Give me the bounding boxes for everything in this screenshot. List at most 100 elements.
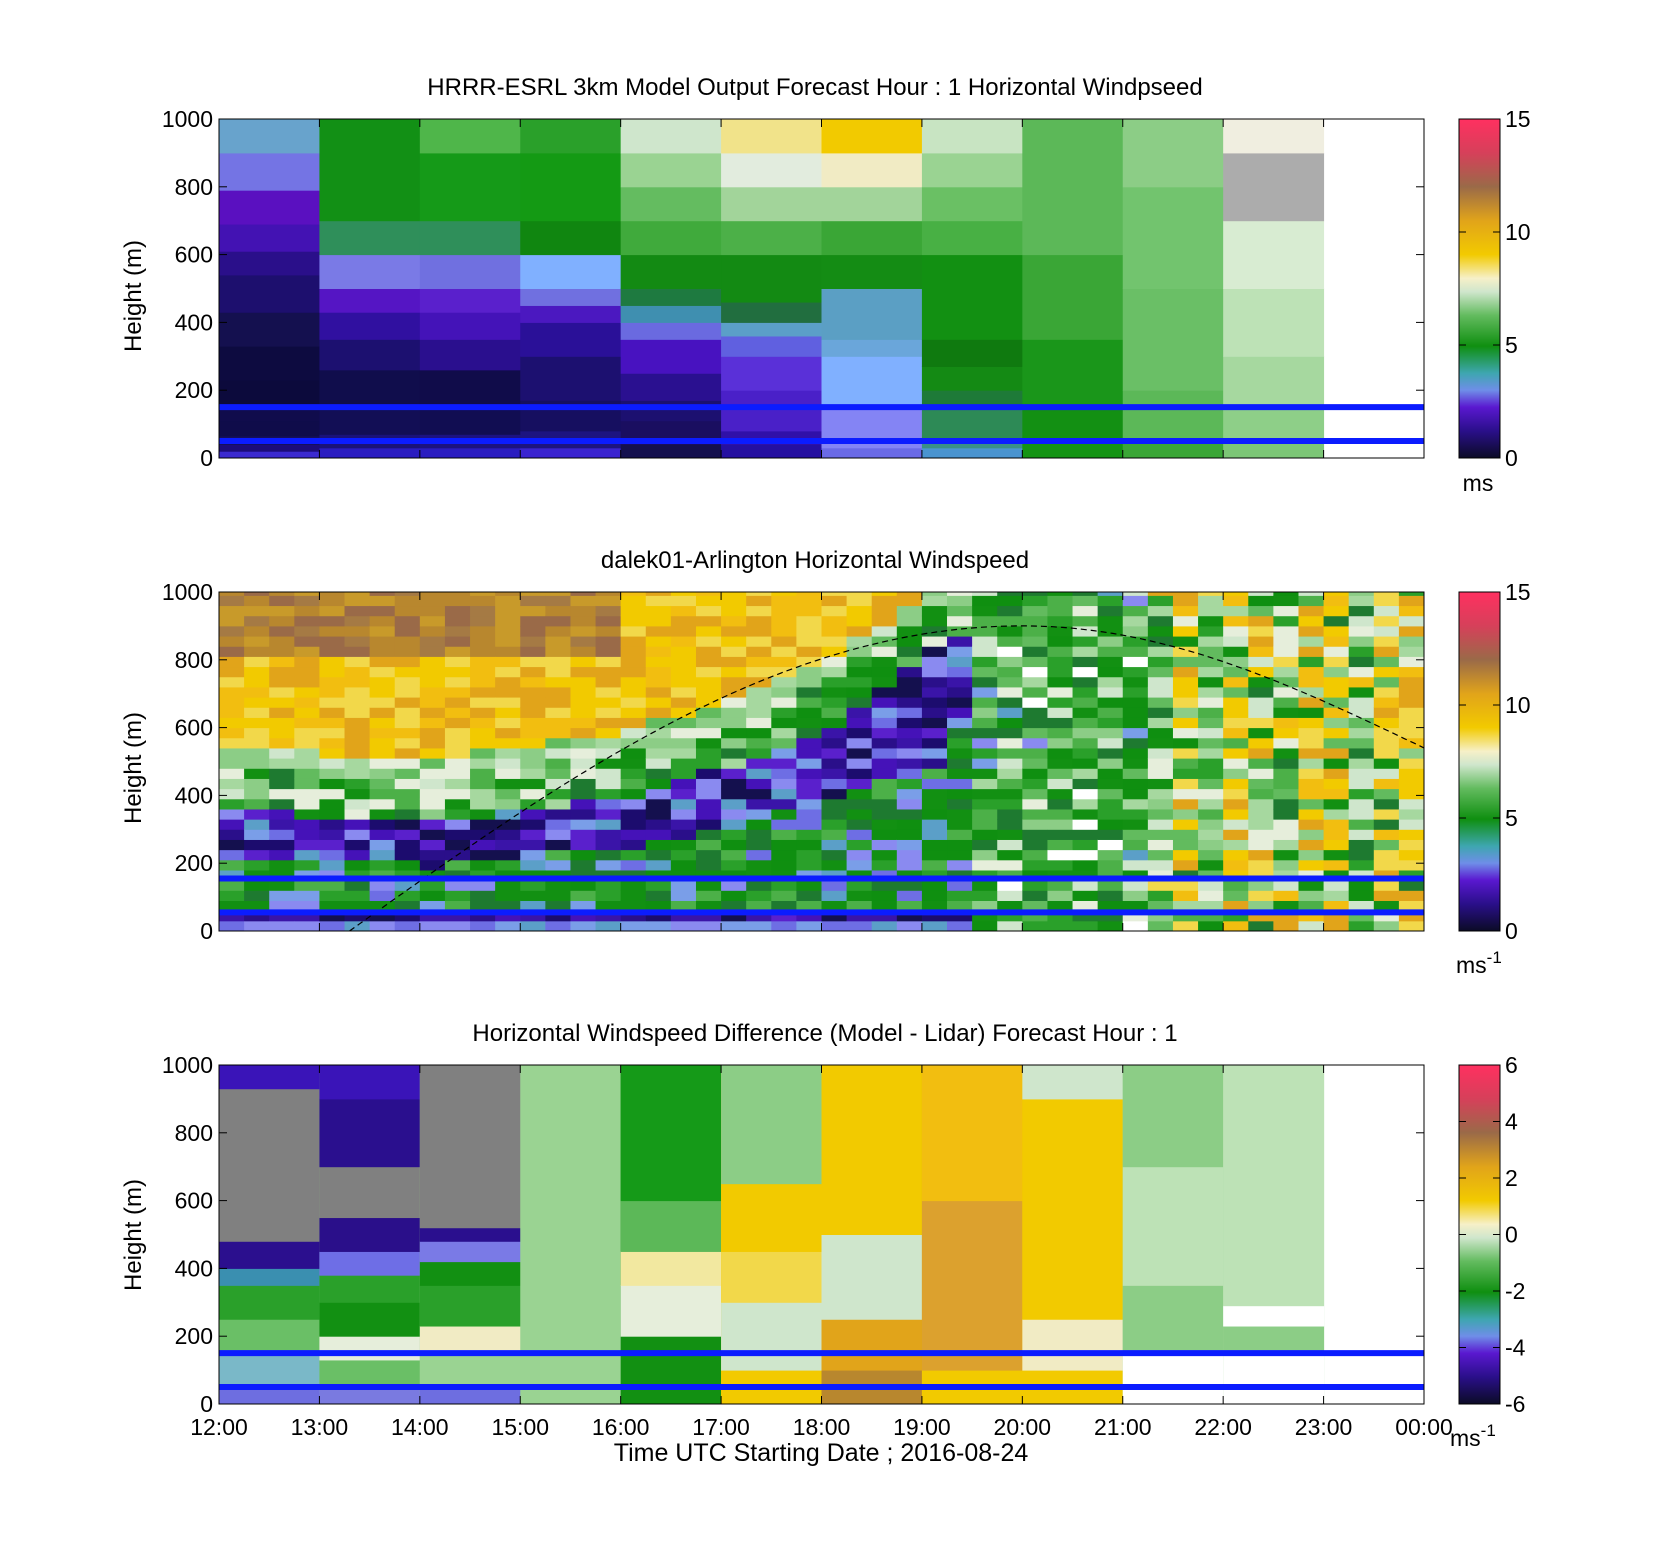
lidar-cell: [545, 747, 571, 759]
lidar-cell: [570, 595, 597, 607]
heatmap-cell: [1122, 119, 1224, 188]
lidar-cell: [595, 798, 622, 810]
lidar-cell: [947, 707, 973, 718]
lidar-cell: [520, 808, 546, 820]
lidar-cell: [1373, 605, 1400, 617]
lidar-cell: [495, 636, 521, 647]
lidar-cell: [796, 747, 822, 759]
lidar-cell: [821, 615, 848, 627]
lidar-cell: [645, 910, 672, 922]
lidar-cell: [1172, 707, 1199, 718]
lidar-cell: [1172, 717, 1199, 729]
lidar-cell: [1223, 592, 1249, 596]
lidar-cell: [1147, 646, 1174, 657]
lidar-cell: [620, 727, 647, 739]
lidar-cell: [1298, 605, 1325, 617]
lidar-cell: [244, 625, 270, 637]
lidar-cell: [570, 778, 597, 790]
lidar-cell: [947, 788, 973, 800]
lidar-cell: [771, 839, 797, 851]
lidar-cell: [670, 768, 697, 779]
lidar-cell: [746, 768, 772, 779]
heatmap-cell: [620, 186, 722, 222]
lidar-cell: [1047, 910, 1074, 922]
lidar-cell: [695, 890, 722, 901]
lidar-cell: [520, 880, 546, 891]
lidar-cell: [1223, 768, 1249, 779]
lidar-cell: [595, 880, 622, 891]
lidar-cell: [796, 910, 822, 922]
lidar-cell: [1398, 808, 1425, 820]
lidar-cell: [1398, 900, 1425, 912]
heatmap-cell: [419, 1227, 521, 1242]
lidar-cell: [1398, 880, 1425, 891]
lidar-cell: [319, 625, 346, 637]
lidar-cell: [1248, 747, 1274, 759]
lidar-cell: [269, 849, 295, 861]
lidar-cell: [746, 625, 772, 637]
lidar-cell: [1097, 605, 1124, 617]
lidar-cell: [1398, 920, 1425, 932]
lidar-cell: [545, 636, 571, 647]
lidar-cell: [821, 625, 848, 637]
lidar-cell: [219, 615, 245, 627]
heatmap-cell: [620, 305, 722, 323]
lidar-cell: [947, 829, 973, 840]
lidar-cell: [244, 636, 270, 647]
lidar-cell: [1248, 676, 1274, 688]
lidar-cell: [495, 747, 521, 759]
lidar-cell: [746, 615, 772, 627]
lidar-cell: [1022, 920, 1048, 932]
y-tick-label: 1000: [162, 106, 213, 132]
lidar-cell: [244, 920, 270, 932]
lidar-cell: [1398, 666, 1425, 678]
lidar-cell: [545, 595, 571, 607]
y-tick-label: 800: [175, 1120, 213, 1146]
y-tick-label: 0: [200, 445, 213, 471]
lidar-cell: [997, 758, 1023, 769]
lidar-cell: [269, 808, 295, 820]
lidar-dashed-curve: [349, 625, 1425, 932]
lidar-cell: [1248, 768, 1274, 779]
lidar-cell: [721, 839, 747, 851]
lidar-cell: [1022, 707, 1048, 718]
lidar-cell: [1273, 859, 1299, 871]
lidar-cell: [319, 859, 346, 871]
lidar-cell: [444, 747, 471, 759]
lidar-cell: [394, 676, 421, 688]
lidar-cell: [244, 747, 270, 759]
lidar-cell: [1147, 686, 1174, 698]
lidar-cell: [695, 768, 722, 779]
heatmap-cell: [821, 356, 923, 408]
heatmap-cell: [821, 119, 923, 154]
heatmap-cell: [1223, 220, 1325, 289]
lidar-cell: [1097, 808, 1124, 820]
lidar-cell: [1198, 768, 1224, 779]
lidar-cell: [1147, 778, 1174, 790]
lidar-cell: [645, 656, 672, 668]
lidar-cell: [746, 798, 772, 810]
lidar-cell: [319, 595, 346, 607]
heatmap-cell: [620, 1065, 722, 1202]
lidar-cell: [1047, 869, 1074, 881]
lidar-cell: [947, 839, 973, 851]
lidar-cell: [1097, 758, 1124, 769]
colorbar-tick-label: 4: [1505, 1109, 1518, 1135]
lidar-cell: [1172, 656, 1199, 668]
lidar-cell: [244, 788, 270, 800]
lidar-cell: [1072, 666, 1099, 678]
lidar-cell: [871, 727, 898, 739]
lidar-cell: [921, 646, 948, 657]
lidar-cell: [1147, 707, 1174, 718]
heatmap-cell: [921, 254, 1023, 340]
lidar-cell: [570, 747, 597, 759]
lidar-cell: [495, 625, 521, 637]
lidar-cell: [1072, 605, 1099, 617]
lidar-cell: [520, 890, 546, 901]
lidar-cell: [721, 758, 747, 769]
heatmap-cell: [620, 444, 722, 459]
x-tick-label: 19:00: [893, 1414, 951, 1440]
lidar-cell: [1122, 859, 1149, 871]
lidar-cell: [947, 656, 973, 668]
lidar-cell: [1072, 636, 1099, 647]
